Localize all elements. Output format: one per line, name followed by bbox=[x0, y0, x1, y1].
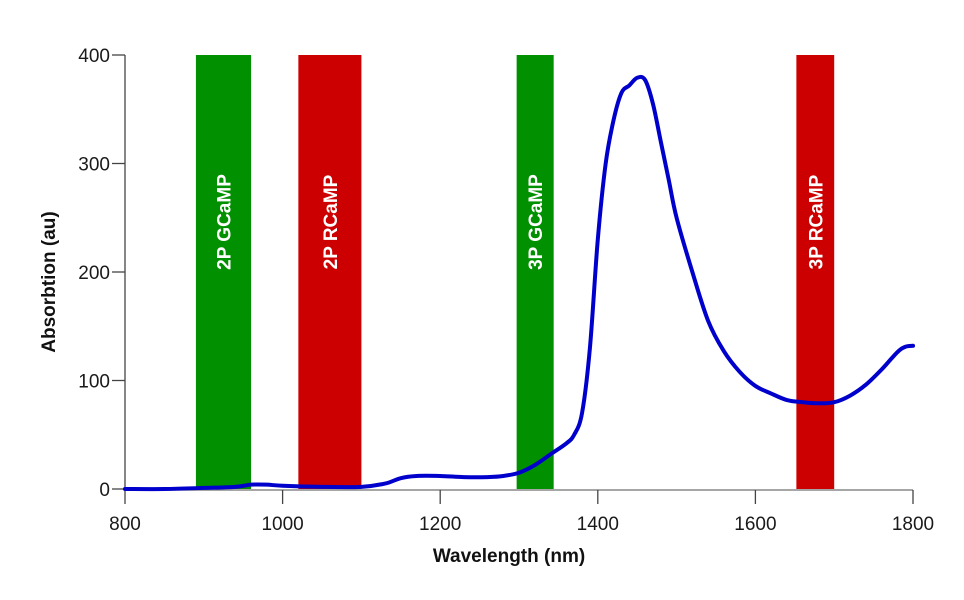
band-label: 2P GCaMP bbox=[215, 174, 236, 270]
x-tick-label: 1400 bbox=[577, 514, 619, 535]
y-tick-label: 0 bbox=[99, 480, 110, 501]
y-ticks: 0 100 200 300 400 bbox=[78, 46, 125, 501]
x-tick-label: 1600 bbox=[734, 514, 776, 535]
x-ticks: 800 1000 1200 1400 1600 1800 bbox=[109, 490, 934, 535]
x-tick-label: 1000 bbox=[261, 514, 303, 535]
band-label: 3P GCaMP bbox=[526, 174, 547, 270]
band-label: 3P RCaMP bbox=[806, 174, 827, 269]
y-tick-label: 300 bbox=[78, 155, 110, 176]
band-3p-rcamp bbox=[796, 55, 835, 489]
x-tick-label: 1200 bbox=[419, 514, 461, 535]
band-label: 2P RCaMP bbox=[321, 174, 342, 269]
x-tick-label: 1800 bbox=[892, 514, 934, 535]
x-axis-title: Wavelength (nm) bbox=[433, 546, 585, 567]
y-tick-label: 400 bbox=[78, 46, 110, 67]
y-axis-title: Absorbtion (au) bbox=[39, 211, 60, 352]
series-line-absorption bbox=[123, 74, 915, 492]
y-tick-label: 100 bbox=[78, 372, 110, 393]
band-2p-gcamp bbox=[195, 55, 252, 489]
y-tick-label: 200 bbox=[78, 263, 110, 284]
band-2p-rcamp bbox=[298, 55, 362, 489]
bands-layer: 2P GCaMP 2P RCaMP 3P GCaMP 3P RCaMP bbox=[195, 55, 835, 489]
series-layer bbox=[123, 74, 915, 492]
x-tick-label: 800 bbox=[109, 514, 141, 535]
band-3p-gcamp bbox=[516, 55, 554, 489]
